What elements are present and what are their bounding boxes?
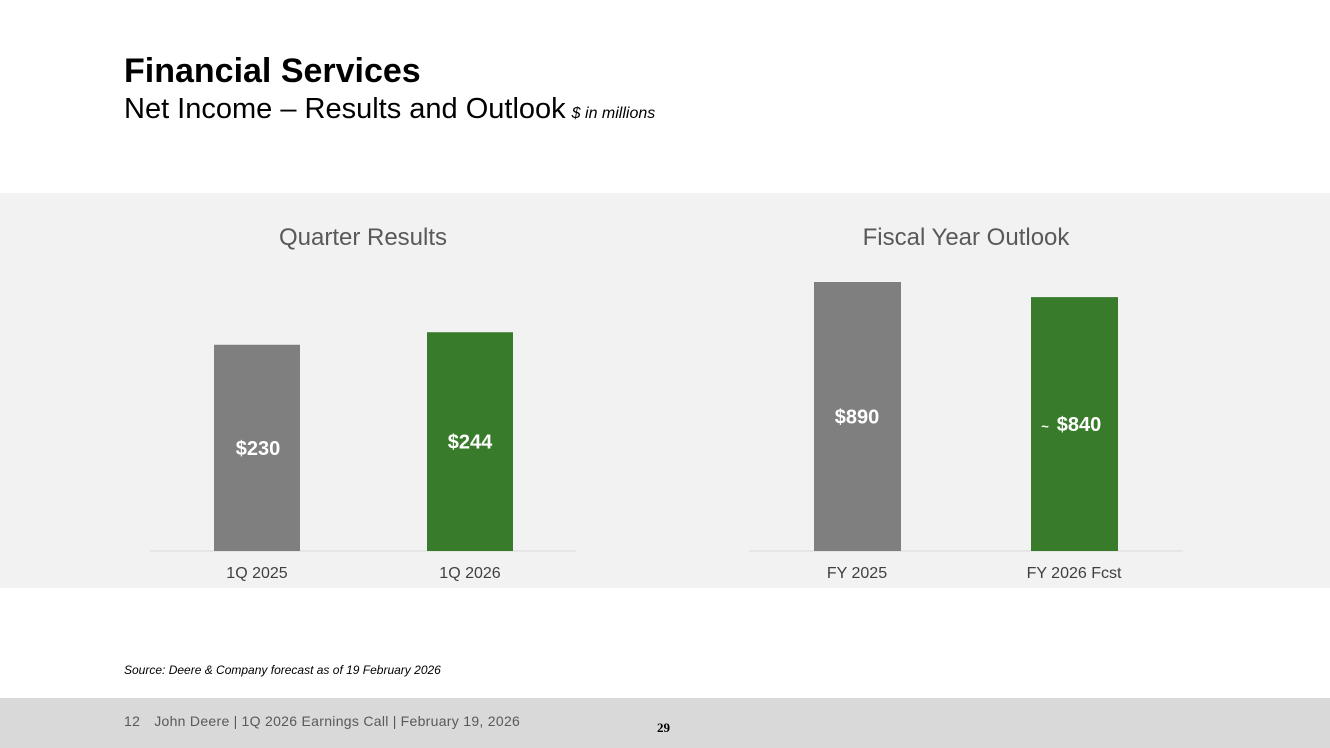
footer-date: February 19, 2026 [400,713,521,729]
value-label-1q-2026: $244 [448,432,493,454]
tick-label-1q-2025: 1Q 2025 [226,565,287,582]
units-note: $ in millions [571,105,656,122]
quarter-results-chart: Quarter Results $230 $244 1Q 2025 1Q 202… [150,224,576,582]
approx-symbol-fy-2026: ~ [1041,419,1049,434]
footer-company: John Deere [154,713,230,729]
fiscal-chart-title: Fiscal Year Outlook [863,224,1071,251]
footer-separator-2: | [392,713,397,729]
bar-1q-2025 [214,344,300,551]
bar-fy-2025 [814,282,901,551]
tick-label-fy-2025: FY 2025 [827,565,887,582]
page-subtitle: Net Income – Results and Outlook $ in mil… [124,91,655,132]
tick-label-fy-2026-fcst: FY 2026 Fcst [1027,565,1122,582]
quarter-chart-title: Quarter Results [279,224,447,251]
fiscal-year-outlook-chart: Fiscal Year Outlook $890 ~ $840 FY 2025 … [749,224,1183,582]
footer-text: 12 John Deere | 1Q 2026 Earnings Call | Febru… [124,713,520,729]
slide-number: 12 [124,713,141,729]
value-label-fy-2026-fcst: $840 [1057,414,1102,436]
page-number: 29 [657,720,670,735]
subtitle-text: Net Income – Results and Outlook [124,93,566,125]
value-label-fy-2025: $890 [835,407,880,429]
footer-event: 1Q 2026 Earnings Call [241,713,389,729]
bar-fy-2026-fcst [1031,297,1118,551]
tick-label-1q-2026: 1Q 2026 [439,565,500,582]
footer-bar: 12 John Deere | 1Q 2026 Earnings Call | Febru… [0,698,1330,748]
footer-separator-1: | [233,713,238,729]
bar-1q-2026 [427,332,513,551]
value-label-1q-2025: $230 [236,438,281,460]
page-title: Financial Services [124,52,421,90]
source-note: Source: Deere & Company forecast as of 1… [124,663,441,677]
charts-svg: Quarter Results $230 $244 1Q 2025 1Q 202… [150,224,1183,582]
